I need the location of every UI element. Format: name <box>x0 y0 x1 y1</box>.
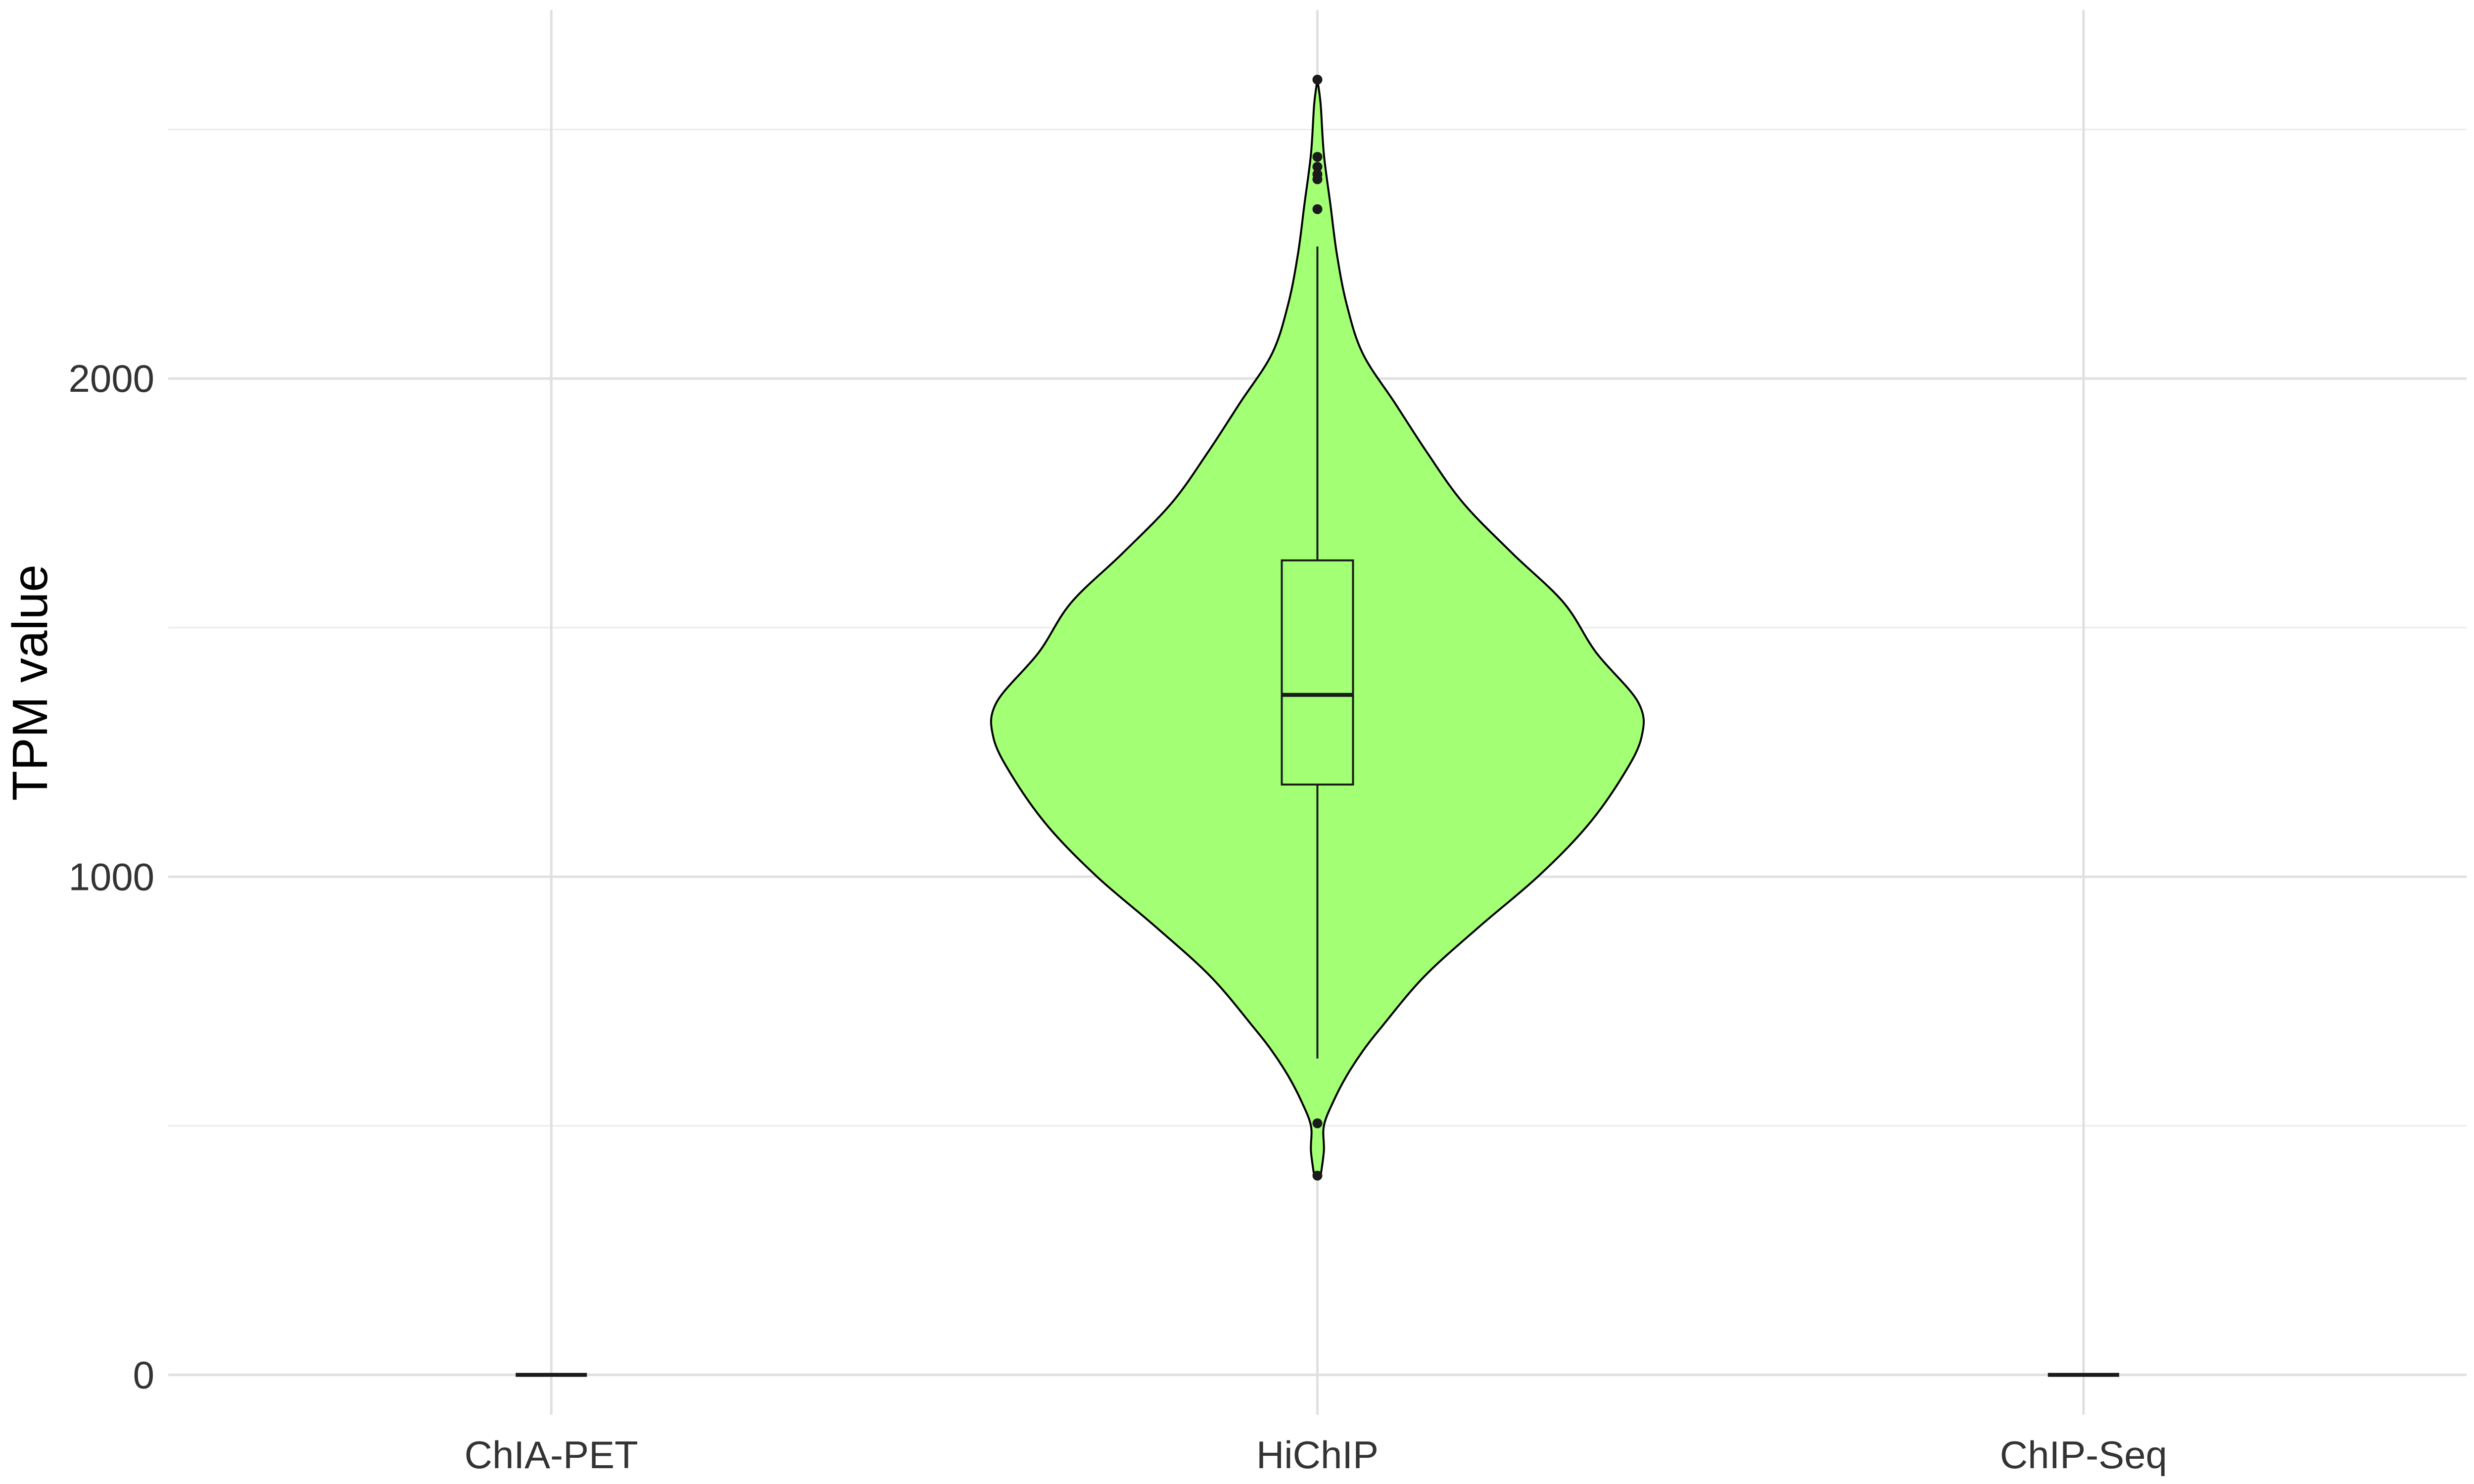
x-tick-label: HiChIP <box>1256 1433 1379 1477</box>
outlier-points <box>1312 74 1323 1181</box>
y-axis-title: TPM value <box>2 564 58 801</box>
outlier-point <box>1312 74 1323 85</box>
x-tick-label: ChIA-PET <box>465 1433 638 1477</box>
outlier-point <box>1312 174 1323 185</box>
outlier-point <box>1312 1118 1323 1128</box>
outlier-point <box>1312 152 1323 162</box>
boxplots <box>516 246 2119 1377</box>
y-tick-label: 1000 <box>68 855 154 898</box>
y-tick-label: 0 <box>133 1353 154 1396</box>
outlier-point <box>1312 1170 1323 1181</box>
y-tick-label: 2000 <box>68 357 154 400</box>
x-tick-labels: ChIA-PET HiChIP ChIP-Seq <box>465 1433 2167 1477</box>
x-tick-label: ChIP-Seq <box>2000 1433 2167 1477</box>
y-tick-labels: 0 1000 2000 <box>68 357 154 1396</box>
iqr-box <box>1281 559 1354 786</box>
outlier-point <box>1312 204 1323 214</box>
outlier-point <box>1312 162 1323 172</box>
